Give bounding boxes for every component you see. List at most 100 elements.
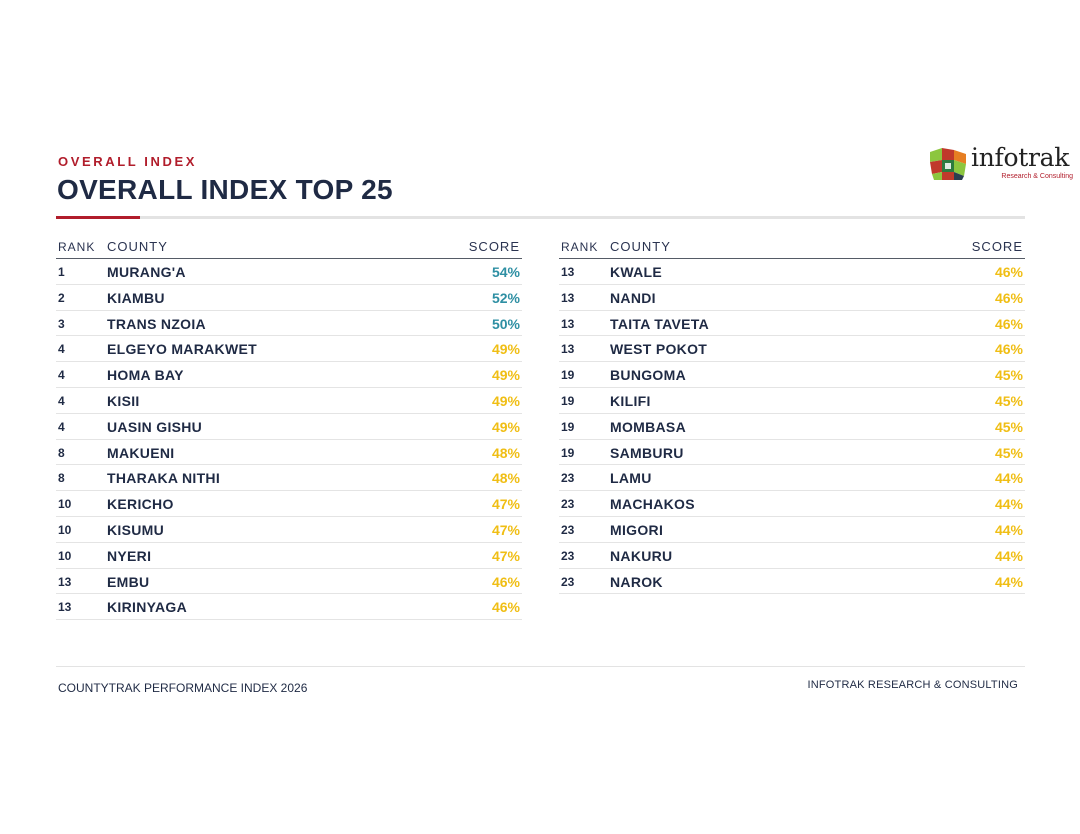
score-cell: 45% bbox=[994, 418, 1023, 435]
rank-cell: 23 bbox=[561, 471, 575, 486]
rank-cell: 19 bbox=[561, 445, 575, 460]
rank-cell: 13 bbox=[561, 265, 575, 279]
score-header: SCORE bbox=[468, 239, 520, 254]
score-cell: 45% bbox=[994, 444, 1023, 461]
county-cell: NANDI bbox=[610, 289, 656, 306]
table-row: 19 BUNGOMA 45% bbox=[559, 362, 1025, 388]
infotrak-logo-icon bbox=[930, 148, 966, 180]
score-cell: 44% bbox=[994, 547, 1023, 564]
table-row: 3 TRANS NZOIA 50% bbox=[56, 311, 522, 337]
score-cell: 47% bbox=[491, 521, 520, 538]
table-row: 8 MAKUENI 48% bbox=[56, 440, 522, 466]
footer-divider bbox=[56, 666, 1025, 667]
score-cell: 47% bbox=[491, 496, 520, 513]
table-row: 19 KILIFI 45% bbox=[559, 388, 1025, 414]
score-cell: 44% bbox=[994, 521, 1023, 538]
rank-cell: 10 bbox=[58, 548, 72, 563]
score-cell: 46% bbox=[994, 264, 1023, 280]
table-row: 4 KISII 49% bbox=[56, 388, 522, 414]
score-cell: 50% bbox=[491, 315, 520, 332]
score-cell: 46% bbox=[491, 573, 520, 590]
rank-cell: 23 bbox=[561, 574, 575, 589]
logo-tagline: Research & Consulting bbox=[1001, 173, 1073, 180]
county-cell: MURANG'A bbox=[107, 264, 186, 280]
table-row: 10 KERICHO 47% bbox=[56, 491, 522, 517]
score-cell: 44% bbox=[994, 573, 1023, 590]
table-row: 13 NANDI 46% bbox=[559, 285, 1025, 311]
table-row: 1 MURANG'A 54% bbox=[56, 259, 522, 285]
rank-cell: 13 bbox=[561, 316, 575, 331]
table-row: 4 HOMA BAY 49% bbox=[56, 362, 522, 388]
county-cell: KERICHO bbox=[107, 496, 174, 513]
rank-cell: 4 bbox=[58, 342, 65, 357]
score-cell: 48% bbox=[491, 470, 520, 487]
rank-cell: 1 bbox=[58, 265, 65, 279]
footer-company: INFOTRAK RESEARCH & CONSULTING bbox=[807, 679, 1018, 691]
table-header: RANK COUNTY SCORE bbox=[559, 234, 1025, 259]
table-body: 13 KWALE 46% 13 NANDI 46% 13 TAITA TAVETA 46% 13 W… bbox=[559, 259, 1025, 595]
table-row: 4 UASIN GISHU 49% bbox=[56, 414, 522, 440]
score-cell: 44% bbox=[994, 496, 1023, 513]
score-cell: 54% bbox=[491, 264, 520, 280]
table-row: 10 NYERI 47% bbox=[56, 543, 522, 569]
county-cell: NAROK bbox=[610, 573, 663, 590]
score-cell: 46% bbox=[491, 599, 520, 616]
score-header: SCORE bbox=[971, 239, 1023, 254]
rank-cell: 19 bbox=[561, 393, 575, 408]
county-cell: MACHAKOS bbox=[610, 496, 695, 513]
table-row: 19 MOMBASA 45% bbox=[559, 414, 1025, 440]
table-row: 23 MIGORI 44% bbox=[559, 517, 1025, 543]
table-row: 23 MACHAKOS 44% bbox=[559, 491, 1025, 517]
rank-cell: 10 bbox=[58, 522, 72, 537]
score-cell: 49% bbox=[491, 418, 520, 435]
county-cell: KWALE bbox=[610, 264, 663, 280]
table-row: 2 KIAMBU 52% bbox=[56, 285, 522, 311]
county-cell: KISII bbox=[107, 392, 140, 409]
table-body: 1 MURANG'A 54% 2 KIAMBU 52% 3 TRANS NZOIA 50% 4 EL… bbox=[56, 259, 522, 621]
county-cell: LAMU bbox=[610, 470, 652, 487]
rank-cell: 4 bbox=[58, 393, 65, 408]
county-cell: ELGEYO MARAKWET bbox=[107, 341, 257, 358]
score-cell: 48% bbox=[491, 444, 520, 461]
county-header: COUNTY bbox=[107, 239, 168, 254]
section-kicker: OVERALL INDEX bbox=[58, 154, 198, 169]
county-cell: MAKUENI bbox=[107, 444, 175, 461]
county-cell: KIRINYAGA bbox=[107, 599, 187, 616]
title-divider bbox=[56, 216, 1025, 219]
table-row: 19 SAMBURU 45% bbox=[559, 440, 1025, 466]
score-cell: 45% bbox=[994, 392, 1023, 409]
score-cell: 46% bbox=[994, 341, 1023, 358]
rank-cell: 4 bbox=[58, 368, 65, 383]
county-cell: THARAKA NITHI bbox=[107, 470, 221, 487]
table-row: 23 NAROK 44% bbox=[559, 569, 1025, 595]
score-cell: 46% bbox=[994, 289, 1023, 306]
infotrak-logo: infotrak Research & Consulting bbox=[928, 143, 1073, 182]
rank-cell: 13 bbox=[561, 290, 575, 305]
county-cell: EMBU bbox=[107, 573, 150, 590]
rank-cell: 2 bbox=[58, 290, 65, 305]
score-cell: 45% bbox=[994, 367, 1023, 384]
county-cell: KILIFI bbox=[610, 392, 651, 409]
rank-cell: 13 bbox=[561, 342, 575, 357]
score-cell: 47% bbox=[491, 547, 520, 564]
page-title: OVERALL INDEX TOP 25 bbox=[57, 174, 393, 205]
table-row: 13 KWALE 46% bbox=[559, 259, 1025, 285]
county-cell: NYERI bbox=[107, 547, 152, 564]
table-row: 10 KISUMU 47% bbox=[56, 517, 522, 543]
rank-cell: 23 bbox=[561, 497, 575, 512]
ranking-table-right: RANK COUNTY SCORE 13 KWALE 46% 13 NANDI 46% 13… bbox=[559, 234, 1025, 595]
title-divider-accent bbox=[56, 216, 140, 219]
score-cell: 49% bbox=[491, 367, 520, 384]
score-cell: 46% bbox=[994, 315, 1023, 332]
rank-cell: 23 bbox=[561, 548, 575, 563]
score-cell: 44% bbox=[994, 470, 1023, 487]
rank-header: RANK bbox=[561, 240, 599, 254]
rank-cell: 23 bbox=[561, 522, 575, 537]
rank-cell: 4 bbox=[58, 419, 65, 434]
county-cell: MOMBASA bbox=[610, 418, 686, 435]
county-cell: KISUMU bbox=[107, 521, 165, 538]
county-cell: UASIN GISHU bbox=[107, 418, 203, 435]
rank-cell: 10 bbox=[58, 497, 72, 512]
score-cell: 49% bbox=[491, 392, 520, 409]
